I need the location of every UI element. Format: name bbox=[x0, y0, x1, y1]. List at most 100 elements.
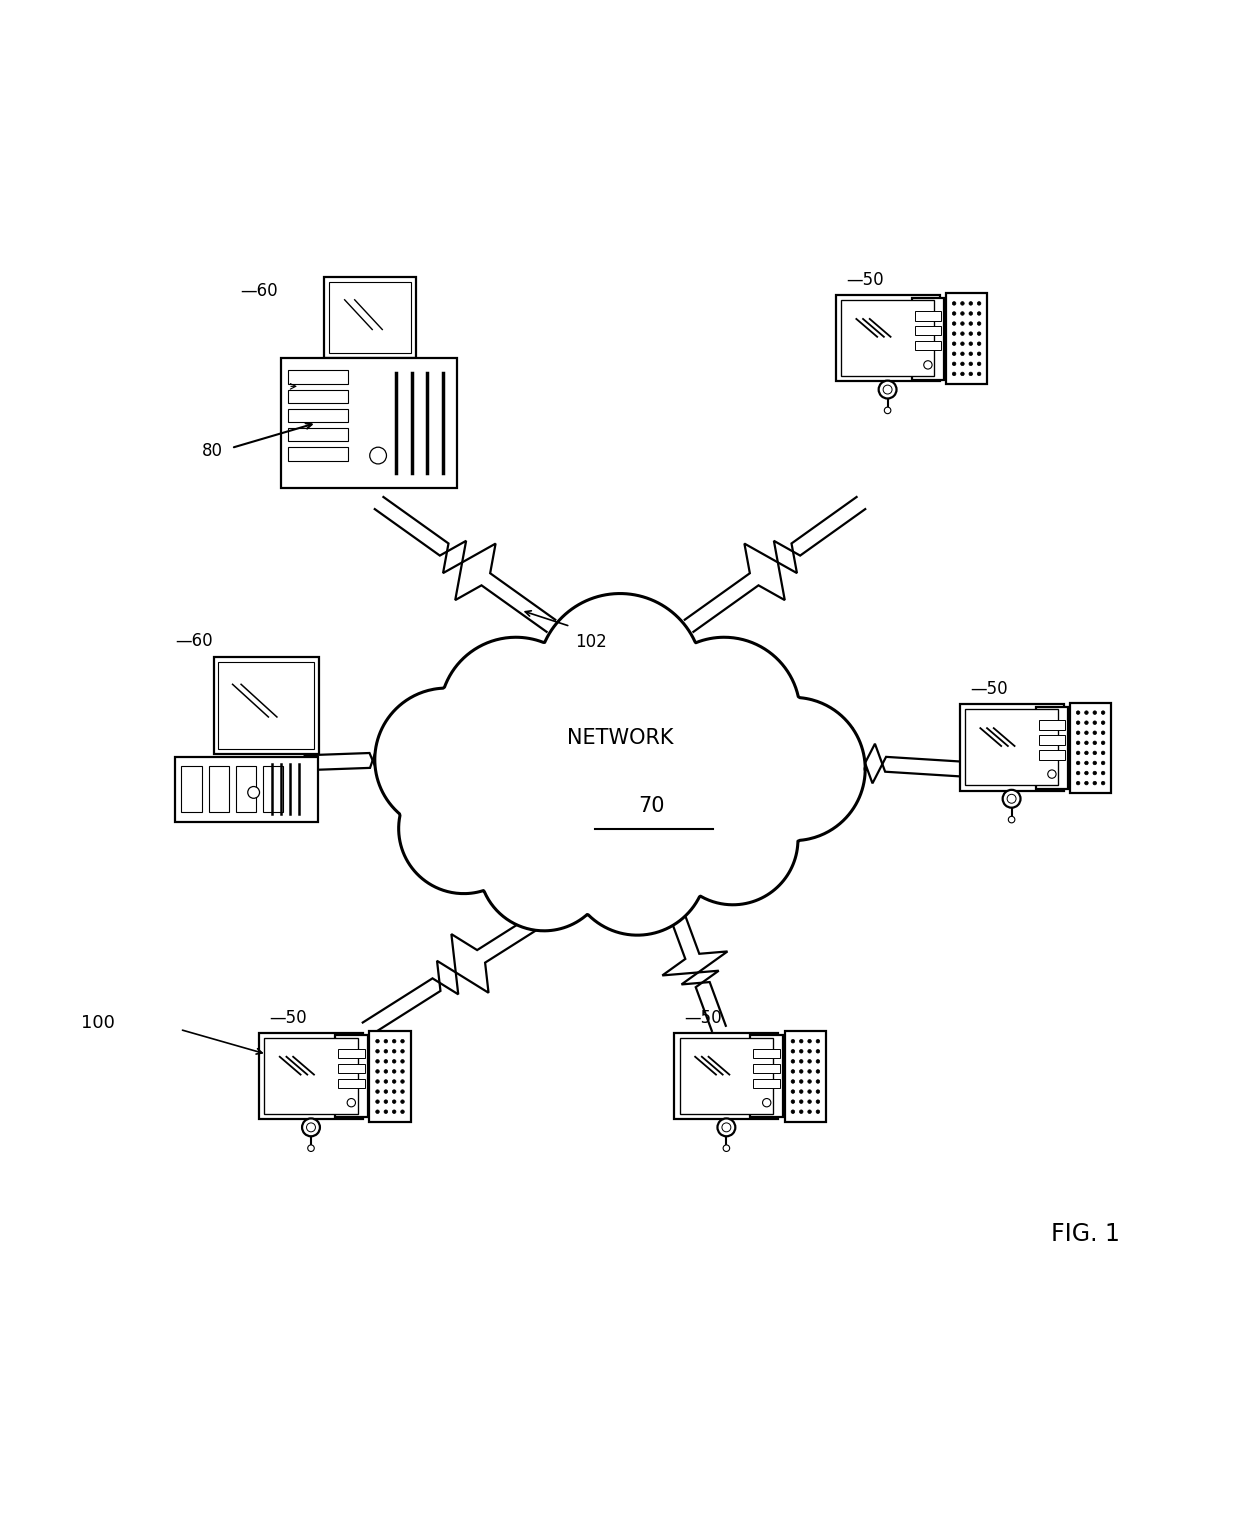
Circle shape bbox=[791, 1110, 795, 1114]
Circle shape bbox=[961, 332, 965, 335]
Circle shape bbox=[968, 312, 972, 315]
Circle shape bbox=[1085, 751, 1089, 755]
Circle shape bbox=[376, 1080, 379, 1083]
Circle shape bbox=[1085, 711, 1089, 714]
Bar bbox=[370, 1030, 410, 1121]
Circle shape bbox=[977, 332, 981, 335]
Bar bbox=[213, 657, 319, 754]
Text: NETWORK: NETWORK bbox=[567, 727, 673, 747]
Circle shape bbox=[1076, 771, 1080, 775]
Circle shape bbox=[1085, 731, 1089, 735]
Circle shape bbox=[952, 332, 956, 335]
Bar bbox=[675, 1034, 779, 1120]
Circle shape bbox=[807, 1110, 811, 1114]
Bar bbox=[208, 766, 228, 812]
Circle shape bbox=[791, 1069, 795, 1074]
Circle shape bbox=[1092, 751, 1096, 755]
Circle shape bbox=[1085, 761, 1089, 764]
Circle shape bbox=[977, 372, 981, 375]
Circle shape bbox=[667, 775, 799, 904]
Bar bbox=[915, 326, 941, 335]
Bar bbox=[339, 1049, 365, 1058]
Circle shape bbox=[1101, 711, 1105, 714]
Circle shape bbox=[791, 1080, 795, 1083]
Bar bbox=[325, 277, 417, 358]
Circle shape bbox=[800, 1090, 804, 1094]
Circle shape bbox=[1101, 721, 1105, 724]
Circle shape bbox=[440, 637, 591, 789]
Circle shape bbox=[968, 301, 972, 305]
Bar bbox=[1039, 720, 1065, 731]
Text: —60: —60 bbox=[241, 281, 278, 300]
Circle shape bbox=[791, 1100, 795, 1103]
Circle shape bbox=[807, 1060, 811, 1063]
Circle shape bbox=[376, 1069, 379, 1074]
Bar bbox=[1035, 707, 1069, 789]
Bar bbox=[754, 1078, 780, 1089]
Circle shape bbox=[1076, 731, 1080, 735]
Circle shape bbox=[401, 1049, 404, 1054]
Circle shape bbox=[722, 697, 866, 841]
Bar bbox=[911, 298, 945, 380]
Bar bbox=[181, 766, 202, 812]
Circle shape bbox=[816, 1069, 820, 1074]
Circle shape bbox=[800, 1049, 804, 1054]
Circle shape bbox=[800, 1110, 804, 1114]
Text: FIG. 1: FIG. 1 bbox=[1050, 1223, 1120, 1246]
Circle shape bbox=[384, 1090, 388, 1094]
Circle shape bbox=[961, 341, 965, 346]
Text: 100: 100 bbox=[81, 1014, 114, 1032]
Circle shape bbox=[1008, 817, 1014, 823]
Circle shape bbox=[1092, 771, 1096, 775]
Circle shape bbox=[392, 1080, 396, 1083]
Circle shape bbox=[816, 1110, 820, 1114]
Bar bbox=[1039, 735, 1065, 744]
Circle shape bbox=[1092, 711, 1096, 714]
Circle shape bbox=[384, 1069, 388, 1074]
Circle shape bbox=[479, 801, 609, 930]
Circle shape bbox=[1092, 721, 1096, 724]
Circle shape bbox=[1076, 781, 1080, 784]
Text: —50: —50 bbox=[684, 1009, 723, 1027]
Circle shape bbox=[248, 786, 259, 798]
Circle shape bbox=[977, 341, 981, 346]
Circle shape bbox=[791, 1049, 795, 1054]
Bar bbox=[754, 1049, 780, 1058]
Circle shape bbox=[392, 1110, 396, 1114]
Circle shape bbox=[1085, 781, 1089, 784]
Circle shape bbox=[816, 1049, 820, 1054]
Circle shape bbox=[807, 1080, 811, 1083]
Circle shape bbox=[952, 372, 956, 375]
Circle shape bbox=[401, 1090, 404, 1094]
Bar bbox=[288, 409, 348, 423]
Circle shape bbox=[649, 637, 800, 789]
Circle shape bbox=[961, 352, 965, 355]
Circle shape bbox=[807, 1090, 811, 1094]
Circle shape bbox=[952, 352, 956, 355]
Circle shape bbox=[392, 1090, 396, 1094]
Circle shape bbox=[924, 361, 932, 369]
Circle shape bbox=[374, 687, 518, 832]
Circle shape bbox=[1085, 771, 1089, 775]
Circle shape bbox=[791, 1090, 795, 1094]
Circle shape bbox=[401, 1069, 404, 1074]
Circle shape bbox=[968, 332, 972, 335]
Circle shape bbox=[961, 372, 965, 375]
Bar bbox=[175, 757, 317, 821]
Circle shape bbox=[376, 1040, 379, 1043]
Circle shape bbox=[1092, 731, 1096, 735]
Bar bbox=[965, 709, 1059, 786]
Circle shape bbox=[807, 1069, 811, 1074]
Text: —50: —50 bbox=[846, 271, 884, 289]
Circle shape bbox=[1092, 781, 1096, 784]
Circle shape bbox=[800, 1080, 804, 1083]
Circle shape bbox=[968, 361, 972, 366]
Circle shape bbox=[977, 312, 981, 315]
Circle shape bbox=[538, 594, 702, 758]
Circle shape bbox=[1101, 751, 1105, 755]
Bar bbox=[339, 1078, 365, 1089]
Circle shape bbox=[816, 1060, 820, 1063]
Circle shape bbox=[961, 361, 965, 366]
Circle shape bbox=[1092, 761, 1096, 764]
Circle shape bbox=[370, 448, 387, 464]
